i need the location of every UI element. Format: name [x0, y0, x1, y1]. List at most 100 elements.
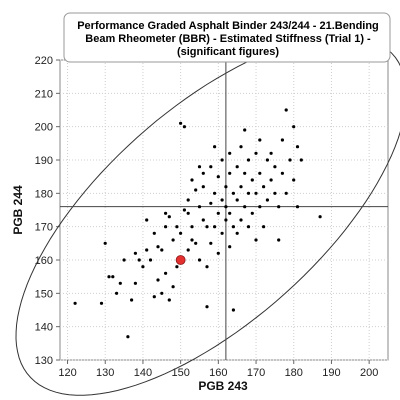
data-point: [246, 158, 251, 162]
data-points: [73, 108, 322, 339]
confidence-ellipse-layer: [15, 35, 400, 396]
data-point: [152, 231, 156, 235]
data-point: [167, 215, 171, 219]
data-point: [164, 271, 168, 275]
data-point: [175, 225, 179, 229]
data-point: [224, 185, 228, 189]
data-point: [201, 171, 205, 175]
y-tick-label: 210: [35, 88, 53, 100]
data-point: [258, 171, 262, 175]
data-point: [269, 178, 273, 182]
data-point: [228, 211, 232, 215]
chart-title-line-2: Beam Rheometer (BBR) - Estimated Stiffne…: [85, 33, 371, 45]
data-point: [254, 151, 258, 155]
data-point: [186, 248, 190, 252]
data-point: [201, 185, 205, 189]
data-point: [243, 205, 247, 209]
data-point: [179, 231, 183, 235]
data-point: [73, 301, 77, 305]
data-point: [295, 145, 300, 149]
data-point: [277, 205, 281, 209]
data-point: [254, 191, 258, 195]
data-point: [224, 205, 228, 209]
chart-title-line-3: (significant figures): [177, 46, 279, 58]
data-point: [152, 295, 156, 299]
data-point: [205, 225, 209, 229]
data-point: [160, 291, 164, 295]
data-point: [107, 275, 111, 279]
data-point: [164, 225, 168, 229]
y-tick-label: 130: [35, 355, 53, 367]
data-point: [194, 188, 198, 192]
data-point: [231, 225, 235, 229]
y-tick-label: 220: [35, 55, 53, 67]
data-point: [197, 165, 202, 169]
data-point: [239, 185, 243, 189]
y-tick-label: 150: [35, 288, 53, 300]
data-point: [235, 198, 239, 202]
x-tick-label: 190: [322, 367, 340, 379]
data-point: [246, 225, 251, 229]
data-point: [190, 178, 194, 182]
data-point: [213, 191, 217, 195]
data-point: [137, 258, 141, 262]
data-point: [295, 205, 300, 209]
data-point: [182, 208, 186, 212]
data-point: [133, 281, 137, 285]
data-point: [164, 211, 168, 215]
data-point: [228, 151, 232, 155]
data-point: [258, 138, 262, 142]
data-point: [262, 185, 266, 189]
data-point: [220, 231, 224, 235]
highlight-point: [175, 255, 186, 265]
data-point: [133, 251, 137, 255]
data-point: [111, 275, 115, 279]
data-point: [235, 165, 239, 169]
plot-area: [59, 59, 389, 361]
data-point: [228, 245, 232, 249]
data-point: [213, 145, 217, 149]
data-point: [118, 281, 122, 285]
data-point: [190, 225, 194, 229]
data-point: [277, 238, 281, 242]
data-point: [216, 211, 220, 215]
data-point: [99, 301, 104, 305]
data-point: [122, 258, 126, 262]
data-point: [250, 178, 254, 182]
y-tick-label: 200: [35, 122, 53, 134]
highlight-point-layer: [175, 255, 186, 265]
data-point: [213, 225, 217, 229]
y-axis-title: PGB 244: [11, 185, 25, 235]
data-point: [280, 171, 284, 175]
x-tick-label: 180: [285, 367, 303, 379]
data-point: [103, 241, 107, 245]
data-point: [216, 251, 220, 255]
data-point: [273, 191, 277, 195]
data-point: [205, 305, 209, 309]
x-tick-label: 140: [134, 367, 152, 379]
data-point: [201, 218, 205, 222]
data-point: [280, 138, 284, 142]
data-point: [262, 225, 266, 229]
data-point: [288, 158, 292, 162]
data-point: [156, 278, 160, 282]
data-point: [197, 205, 202, 209]
y-tick-label: 180: [35, 188, 53, 200]
chart-title-box: Performance Graded Asphalt Binder 243/24…: [63, 12, 391, 63]
data-point: [265, 198, 269, 202]
x-tick-label: 120: [58, 367, 76, 379]
data-point: [269, 151, 273, 155]
x-tick-label: 130: [96, 367, 114, 379]
x-tick-label: 170: [247, 367, 265, 379]
data-point: [273, 165, 277, 169]
data-point: [224, 218, 228, 222]
data-point: [318, 215, 322, 219]
data-point: [243, 171, 247, 175]
data-point: [194, 241, 198, 245]
data-point: [205, 265, 209, 269]
data-point: [284, 191, 288, 195]
data-point: [179, 121, 183, 125]
data-point: [292, 178, 296, 182]
reference-lines: [60, 60, 388, 360]
